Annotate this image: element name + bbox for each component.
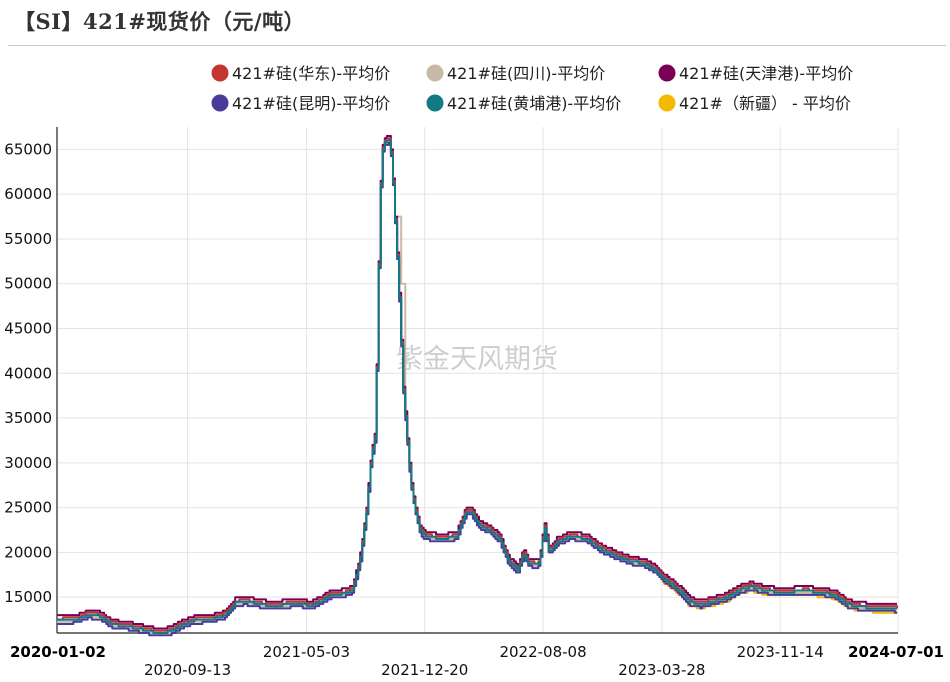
- series-lines: [57, 135, 898, 637]
- series-line-4: [57, 139, 897, 634]
- series-line-1: [57, 141, 897, 637]
- grid-lines: [57, 127, 899, 633]
- legend-marker: [658, 94, 676, 112]
- legend: 421#硅(华东)-平均价 421#硅(四川)-平均价 421#硅(天津港)-平均价…: [211, 64, 854, 113]
- legend-label: 421#硅(华东)-平均价: [232, 64, 390, 83]
- legend-item[interactable]: 421#硅(四川)-平均价: [426, 64, 606, 83]
- legend-item[interactable]: 421#硅(黄埔港)-平均价: [426, 94, 622, 113]
- legend-label: 421#硅(昆明)-平均价: [232, 94, 390, 113]
- y-axis: 15000 20000 25000 30000 35000 40000 45000 50000…: [4, 127, 58, 633]
- y-tick-label: 50000: [4, 275, 52, 293]
- legend-item[interactable]: 421#（新疆） - 平均价: [658, 94, 851, 113]
- title-divider: [8, 45, 946, 46]
- legend-label: 421#硅(黄埔港)-平均价: [447, 94, 621, 113]
- series-line-0: [57, 137, 898, 632]
- x-tick-label: 2021-05-03: [263, 643, 350, 661]
- y-tick-label: 20000: [4, 543, 52, 561]
- legend-item[interactable]: 421#硅(昆明)-平均价: [211, 94, 391, 113]
- legend-item[interactable]: 421#硅(天津港)-平均价: [658, 64, 854, 83]
- y-tick-label: 40000: [4, 364, 52, 382]
- legend-item[interactable]: 421#硅(华东)-平均价: [211, 64, 391, 83]
- x-tick-label: 2020-01-02: [10, 643, 106, 661]
- x-tick-label: 2022-08-08: [499, 643, 586, 661]
- chart-title: 【SI】421#现货价（元/吨）: [14, 9, 306, 34]
- x-tick-label: 2021-12-20: [381, 661, 468, 679]
- series-line-3: [57, 141, 897, 637]
- y-tick-label: 25000: [4, 499, 52, 517]
- legend-marker: [658, 64, 676, 82]
- y-tick-label: 15000: [4, 588, 52, 606]
- y-tick-label: 30000: [4, 454, 52, 472]
- legend-label: 421#硅(四川)-平均价: [447, 64, 605, 83]
- watermark-text: 紫金天风期货: [396, 344, 558, 375]
- legend-marker: [211, 94, 229, 112]
- y-tick-label: 45000: [4, 320, 52, 338]
- legend-label: 421#硅(天津港)-平均价: [679, 64, 853, 83]
- x-tick-label: 2023-03-28: [618, 661, 705, 679]
- x-axis: 2020-01-02 2020-09-13 2021-05-03 2021-12-20…: [10, 632, 944, 679]
- legend-marker: [211, 64, 229, 82]
- legend-marker: [426, 94, 444, 112]
- x-tick-label: 2020-09-13: [144, 661, 231, 679]
- y-tick-label: 35000: [4, 409, 52, 427]
- legend-marker: [426, 64, 444, 82]
- x-tick-label: 2024-07-01: [848, 643, 944, 661]
- y-tick-label: 65000: [4, 140, 52, 158]
- legend-label: 421#（新疆） - 平均价: [679, 94, 851, 113]
- y-tick-label: 55000: [4, 230, 52, 248]
- x-tick-label: 2023-11-14: [737, 643, 824, 661]
- y-tick-label: 60000: [4, 185, 52, 203]
- series-line-2: [57, 135, 897, 630]
